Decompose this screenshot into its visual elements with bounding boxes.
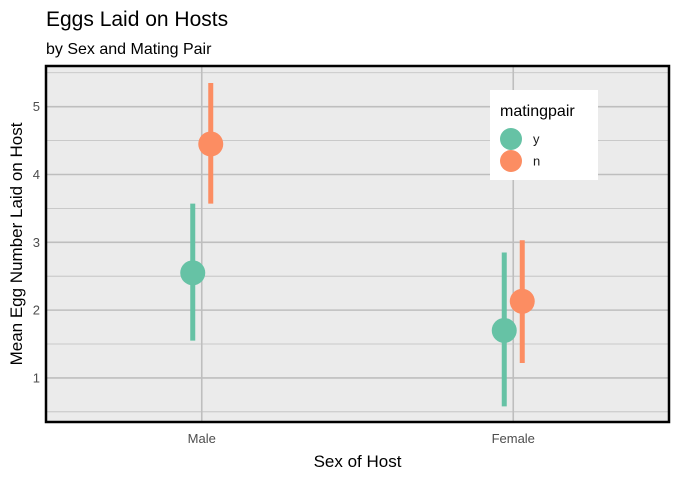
legend: matingpair yn (490, 90, 598, 180)
y-tick-label: 2 (33, 303, 40, 318)
point-n-male (198, 131, 224, 157)
legend-label-n: n (533, 154, 540, 169)
legend-title: matingpair (500, 103, 575, 120)
legend-label-y: y (533, 132, 540, 147)
tick-labels: 1 2 3 4 5 Male Female (33, 99, 535, 446)
y-tick-label: 5 (33, 99, 40, 114)
x-tick-label-female: Female (492, 431, 535, 446)
data-marks (180, 82, 535, 407)
point-n-female (509, 288, 535, 314)
x-tick-label-male: Male (188, 431, 216, 446)
legend-key-n (500, 150, 522, 172)
y-tick-label: 3 (33, 235, 40, 250)
legend-items: yn (500, 128, 540, 172)
y-tick-label: 4 (33, 167, 40, 182)
panel-border (44, 64, 671, 424)
point-y-male (180, 260, 206, 286)
y-axis-label: Mean Egg Number Laid on Host (7, 122, 26, 365)
x-axis-label: Sex of Host (314, 452, 402, 471)
legend-key-y (500, 128, 522, 150)
chart-title: Eggs Laid on Hosts (46, 8, 228, 31)
chart-subtitle: by Sex and Mating Pair (46, 41, 212, 58)
y-tick-label: 1 (33, 370, 40, 385)
point-y-female (491, 317, 517, 343)
